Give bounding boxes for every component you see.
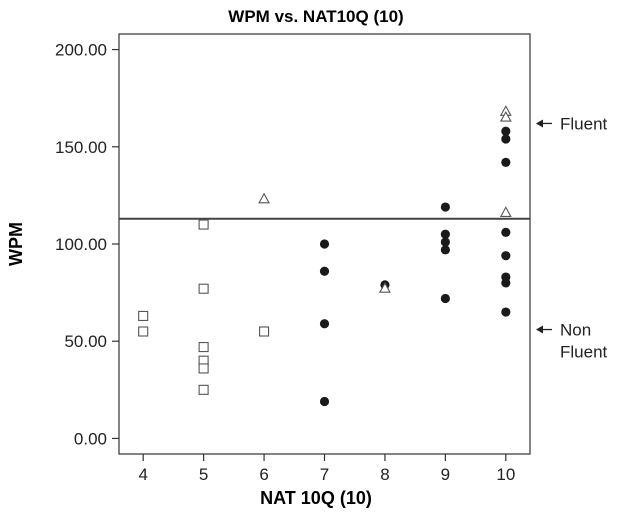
y-tick-label: 150.00 <box>55 138 107 157</box>
point-triangle <box>379 282 391 293</box>
point-circle <box>319 319 330 329</box>
point-circle <box>440 229 450 239</box>
annotation-label: Fluent <box>560 114 608 133</box>
x-tick-label: 6 <box>259 465 268 484</box>
point-circle <box>501 126 511 136</box>
annotation-arrow-head <box>536 325 543 334</box>
point-circle <box>501 157 511 167</box>
x-tick-label: 8 <box>380 465 389 484</box>
point-square <box>198 363 209 374</box>
point-square <box>198 342 209 353</box>
x-tick-label: 10 <box>496 465 515 484</box>
x-axis-title: NAT 10Q (10) <box>260 488 372 508</box>
annotations: Fluent Non Fluent <box>536 114 608 362</box>
point-circle <box>440 245 450 255</box>
point-circle <box>501 251 511 261</box>
x-tick-label: 9 <box>441 465 450 484</box>
point-square <box>198 283 209 294</box>
point-square <box>138 326 149 337</box>
point-circle <box>440 237 450 247</box>
point-circle <box>501 227 511 237</box>
y-axis-ticks: 0.00 50.00 100.00 150.00 200.00 <box>55 41 119 448</box>
y-axis-title: WPM <box>6 222 26 266</box>
x-tick-label: 4 <box>138 465 147 484</box>
annotation-label: Non <box>560 321 591 340</box>
y-tick-label: 200.00 <box>55 41 107 60</box>
point-triangle <box>499 110 512 122</box>
chart-title: WPM vs. NAT10Q (10) <box>228 7 403 26</box>
point-square <box>198 384 209 395</box>
point-circle <box>440 293 450 304</box>
point-square <box>259 326 270 337</box>
x-tick-label: 5 <box>199 465 208 484</box>
point-circle <box>440 202 450 212</box>
point-triangle <box>258 192 270 204</box>
y-tick-label: 100.00 <box>55 235 107 254</box>
annotation-label: Fluent <box>560 343 608 362</box>
point-circle <box>501 134 511 144</box>
point-square <box>138 310 149 321</box>
point-circle <box>319 266 330 276</box>
point-circle <box>501 307 511 317</box>
y-tick-label: 0.00 <box>74 429 107 448</box>
x-axis-ticks: 4 5 6 7 8 9 10 <box>138 454 515 484</box>
y-tick-label: 50.00 <box>64 332 107 351</box>
point-circle <box>319 396 330 407</box>
annotation-arrow-head <box>536 119 543 128</box>
data-points <box>138 105 512 407</box>
point-circle <box>319 239 330 249</box>
point-circle <box>501 278 511 288</box>
x-tick-label: 7 <box>320 465 329 484</box>
point-triangle <box>499 206 512 217</box>
point-square <box>198 219 209 230</box>
